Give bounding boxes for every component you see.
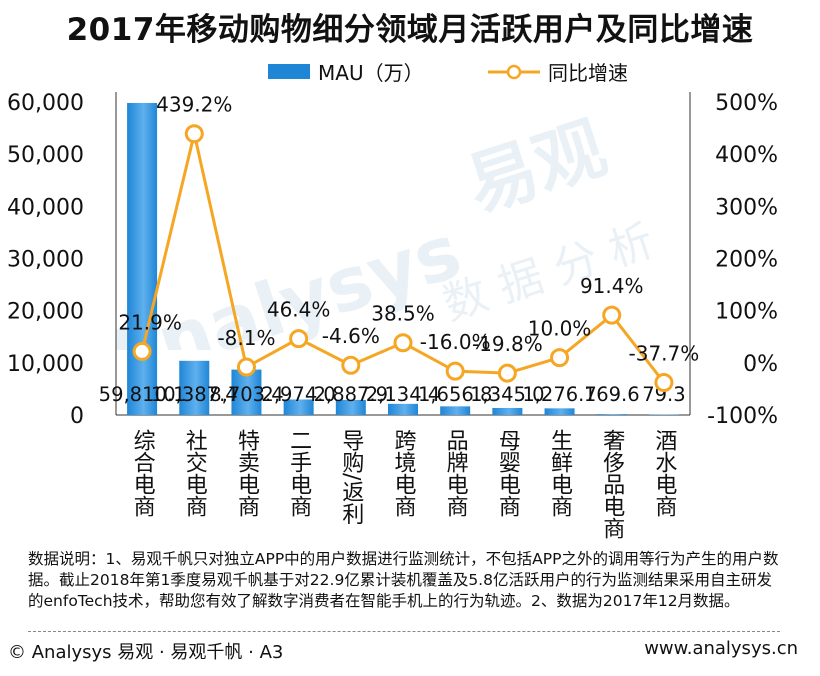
y-right-tick-label: 500% <box>715 91 778 116</box>
bar-value-label: 1,345.0 <box>470 383 544 406</box>
growth-value-label: 91.4% <box>580 274 644 298</box>
growth-marker <box>393 333 413 353</box>
data-note: 数据说明：1、易观千帆只对独立APP中的用户数据进行监测统计，不包括APP之外的… <box>28 550 779 610</box>
growth-value-label: 21.9% <box>118 310 182 334</box>
y-left-tick-label: 50,000 <box>7 143 84 168</box>
growth-value-label: -37.7% <box>629 342 700 366</box>
y-right-tick-label: 100% <box>715 300 778 325</box>
y-right-tick-label: 400% <box>715 143 778 168</box>
growth-marker <box>654 373 674 393</box>
growth-value-label: -4.6% <box>322 324 380 348</box>
bar <box>127 102 158 415</box>
bar <box>440 406 471 415</box>
legend-line-label: 同比增速 <box>548 61 628 85</box>
category-label: 综合电商 <box>130 429 156 517</box>
bar-value-label: 2,134.4 <box>366 383 440 406</box>
growth-marker <box>132 341 152 361</box>
bar <box>388 403 418 415</box>
bar <box>283 399 314 415</box>
bar-value-label: 1,656.8 <box>418 383 492 406</box>
footer-website: www.analysys.cn <box>644 638 798 659</box>
bar-value-label: 1,276.7 <box>522 383 596 406</box>
y-right-tick-label: 0% <box>743 352 778 377</box>
bar <box>231 369 262 415</box>
bar <box>179 360 210 415</box>
bar <box>335 399 366 415</box>
y-left-tick-label: 0 <box>70 404 84 429</box>
growth-marker <box>602 305 622 325</box>
growth-marker <box>445 361 465 381</box>
y-right-tick-label: 300% <box>715 195 778 220</box>
legend-bar-label: MAU（万） <box>318 61 424 85</box>
y-left-tick-label: 30,000 <box>7 248 84 273</box>
growth-marker <box>341 355 361 375</box>
growth-value-label: -19.8% <box>472 332 543 356</box>
chart-title: 2017年移动购物细分领域月活跃用户及同比增速 <box>66 12 754 48</box>
bar <box>596 414 627 415</box>
category-label: 跨境电商 <box>391 429 417 517</box>
y-left-tick-label: 40,000 <box>7 195 84 220</box>
growth-value-label: 10.0% <box>528 317 592 341</box>
y-right-tick-label: 200% <box>715 248 778 273</box>
bar-value-label: 169.6 <box>584 383 640 406</box>
category-label: 母婴电商 <box>495 429 520 517</box>
bar-labels: 59,810.110,387.48,703.42,974.02,887.92,1… <box>99 383 686 406</box>
y-left-tick-label: 60,000 <box>7 91 84 116</box>
line-series <box>132 124 674 393</box>
footer-copyright: © Analysys 易观 · 易观千帆 · A3 <box>8 642 284 663</box>
bar <box>544 408 575 415</box>
growth-marker <box>550 348 570 368</box>
growth-marker <box>184 124 204 144</box>
line-labels: 21.9% 439.2% -8.1% 46.4%-4.6%38.5% -16.0%-19… <box>118 93 699 366</box>
category-label: 特卖电商 <box>234 429 260 517</box>
growth-value-label: 38.5% <box>371 302 435 326</box>
category-label: 社交电商 <box>182 429 208 517</box>
legend-line-marker <box>506 64 522 80</box>
growth-value-label: -16.0% <box>420 330 491 354</box>
category-label: 酒水电商 <box>651 429 677 517</box>
bar-value-label: 10,387.4 <box>151 383 238 406</box>
category-label: 奢侈品电商 <box>599 429 625 539</box>
growth-value-label: -8.1% <box>217 326 275 350</box>
y-right-tick-label: -100% <box>707 404 778 429</box>
legend-bar-swatch <box>268 64 310 79</box>
growth-marker <box>289 329 309 349</box>
bar-value-label: 2,887.9 <box>314 383 388 406</box>
footer-divider <box>28 631 780 632</box>
category-label: 品牌电商 <box>443 429 469 517</box>
growth-value-label: 46.4% <box>267 298 331 322</box>
y-left-tick-label: 10,000 <box>7 352 84 377</box>
bar-value-label: 79.3 <box>642 383 685 406</box>
category-label: 导购/返利 <box>338 429 364 525</box>
growth-marker <box>497 363 517 383</box>
bar <box>492 407 523 415</box>
category-labels: 综合电商 社交电商 特卖电商 二手电商 导购/返利 跨境电商 品牌电商 母婴电商 生鲜电商 奢侈品… <box>130 429 678 539</box>
growth-marker <box>236 357 256 377</box>
category-label: 二手电商 <box>286 429 311 517</box>
bar-value-label: 59,810.1 <box>99 383 186 406</box>
bars <box>127 102 679 415</box>
bar-value-label: 8,703.4 <box>209 383 283 406</box>
y-left-tick-label: 20,000 <box>7 300 84 325</box>
legend: MAU（万） 同比增速 <box>268 61 628 85</box>
axes: 0 10,000 20,000 30,000 40,000 50,000 60,000 -10… <box>7 91 778 429</box>
bar-value-label: 2,974.0 <box>261 383 335 406</box>
growth-value-label: 439.2% <box>156 93 232 117</box>
category-label: 生鲜电商 <box>547 429 573 517</box>
